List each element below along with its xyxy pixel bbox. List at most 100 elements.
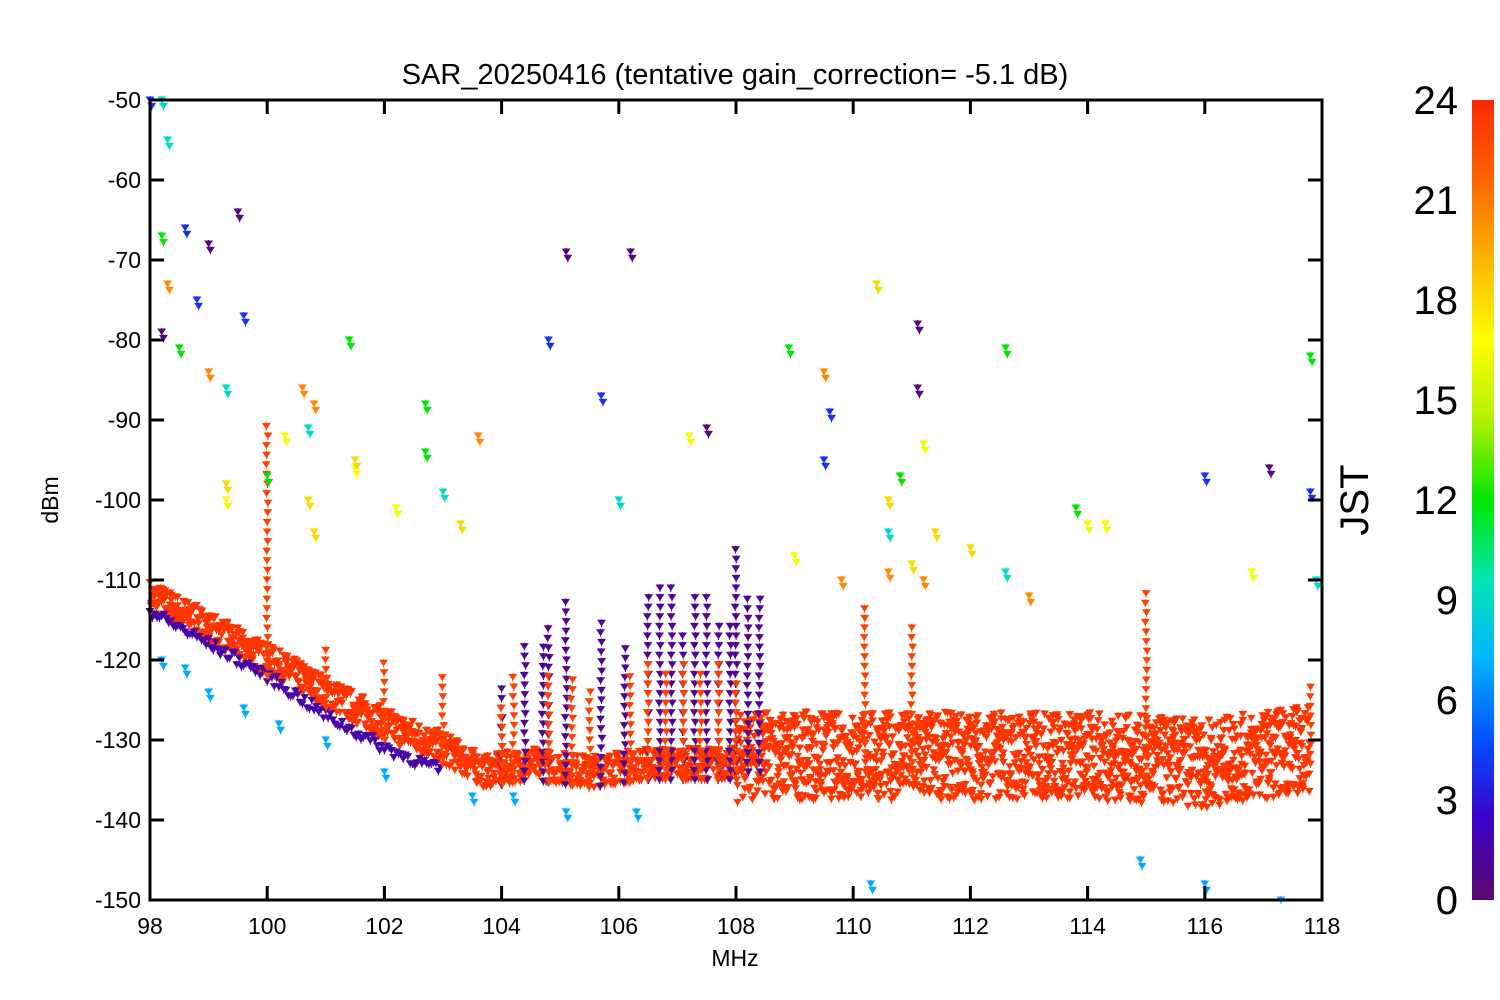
data-point — [472, 752, 482, 761]
data-point — [883, 528, 893, 536]
data-point — [960, 767, 970, 776]
data-point — [1178, 715, 1188, 724]
data-point — [222, 619, 232, 628]
y-tick-label: -80 — [108, 327, 141, 353]
data-point — [679, 689, 689, 698]
data-point — [655, 689, 665, 698]
data-point — [988, 772, 998, 781]
data-point — [973, 711, 983, 720]
data-point — [655, 776, 665, 784]
data-point — [655, 612, 665, 621]
data-point — [743, 729, 753, 738]
data-point — [667, 622, 677, 631]
data-point — [661, 756, 671, 765]
data-point — [848, 714, 857, 723]
data-point — [235, 214, 245, 223]
data-point — [379, 659, 389, 668]
data-point — [919, 756, 929, 765]
data-point — [1293, 707, 1303, 716]
data-point — [352, 462, 362, 471]
data-point — [379, 716, 389, 725]
data-point — [1160, 731, 1170, 740]
data-point — [1040, 710, 1049, 719]
data-point — [1305, 750, 1315, 759]
data-point — [948, 769, 958, 778]
data-point — [1220, 745, 1230, 754]
data-point — [597, 734, 607, 743]
data-point — [543, 692, 553, 700]
data-point — [731, 545, 741, 554]
data-point — [643, 603, 653, 612]
data-point — [1018, 785, 1028, 794]
y-axis: -50 -60 -70 -80 -90 -100 -110 -120 -130 -140 -150 — [95, 87, 1322, 913]
data-point — [519, 671, 529, 680]
data-point — [619, 760, 629, 768]
data-point — [596, 763, 605, 772]
data-point — [666, 776, 676, 784]
data-point — [1238, 796, 1248, 805]
data-point — [159, 597, 169, 606]
data-point — [620, 702, 629, 711]
data-point — [907, 652, 917, 661]
data-point — [1029, 755, 1039, 764]
data-point — [1083, 520, 1093, 528]
data-point — [1117, 782, 1126, 791]
data-point — [353, 718, 363, 727]
data-point — [1008, 714, 1018, 723]
data-point — [320, 656, 330, 664]
data-point — [637, 775, 646, 784]
data-point — [786, 750, 796, 759]
y-axis-label: dBm — [37, 476, 63, 523]
data-point — [883, 768, 893, 777]
data-point — [725, 670, 735, 679]
data-point — [831, 724, 841, 733]
data-point — [620, 664, 630, 672]
data-point — [567, 724, 577, 732]
data-point — [860, 662, 869, 671]
data-point — [274, 720, 284, 728]
data-point — [702, 622, 712, 631]
data-point — [543, 634, 553, 643]
data-point — [902, 733, 912, 742]
y-tick-label: -150 — [95, 887, 141, 913]
data-point — [795, 744, 805, 753]
data-point — [544, 730, 554, 739]
data-point — [520, 652, 529, 661]
data-point — [1201, 746, 1211, 755]
y-tick-label: -60 — [108, 167, 141, 193]
x-tick-label: 114 — [1069, 913, 1106, 939]
data-point — [567, 733, 577, 742]
data-point — [321, 736, 331, 744]
data-point — [908, 758, 918, 767]
data-point — [597, 619, 606, 628]
data-point — [1183, 780, 1193, 789]
data-point — [643, 756, 653, 765]
data-point — [755, 643, 764, 652]
data-point — [754, 729, 764, 738]
data-point — [585, 688, 595, 696]
data-point — [811, 794, 820, 803]
data-point — [755, 662, 765, 671]
data-point — [830, 785, 839, 794]
data-point — [262, 441, 271, 450]
data-point — [655, 708, 665, 717]
data-point — [946, 732, 956, 741]
data-point — [262, 489, 271, 498]
data-point — [643, 718, 653, 727]
data-point — [473, 432, 483, 440]
data-point — [919, 576, 928, 584]
data-point — [1219, 726, 1229, 735]
data-point — [859, 643, 869, 652]
data-point — [568, 762, 577, 771]
data-point — [666, 689, 676, 698]
data-point — [736, 711, 746, 720]
data-point — [738, 793, 748, 802]
data-point — [940, 773, 950, 782]
data-point — [661, 699, 671, 708]
data-point — [702, 776, 712, 784]
data-point — [1271, 751, 1280, 760]
data-point — [697, 776, 706, 784]
data-point — [561, 771, 571, 780]
data-point — [561, 808, 571, 816]
data-point — [1065, 794, 1075, 803]
